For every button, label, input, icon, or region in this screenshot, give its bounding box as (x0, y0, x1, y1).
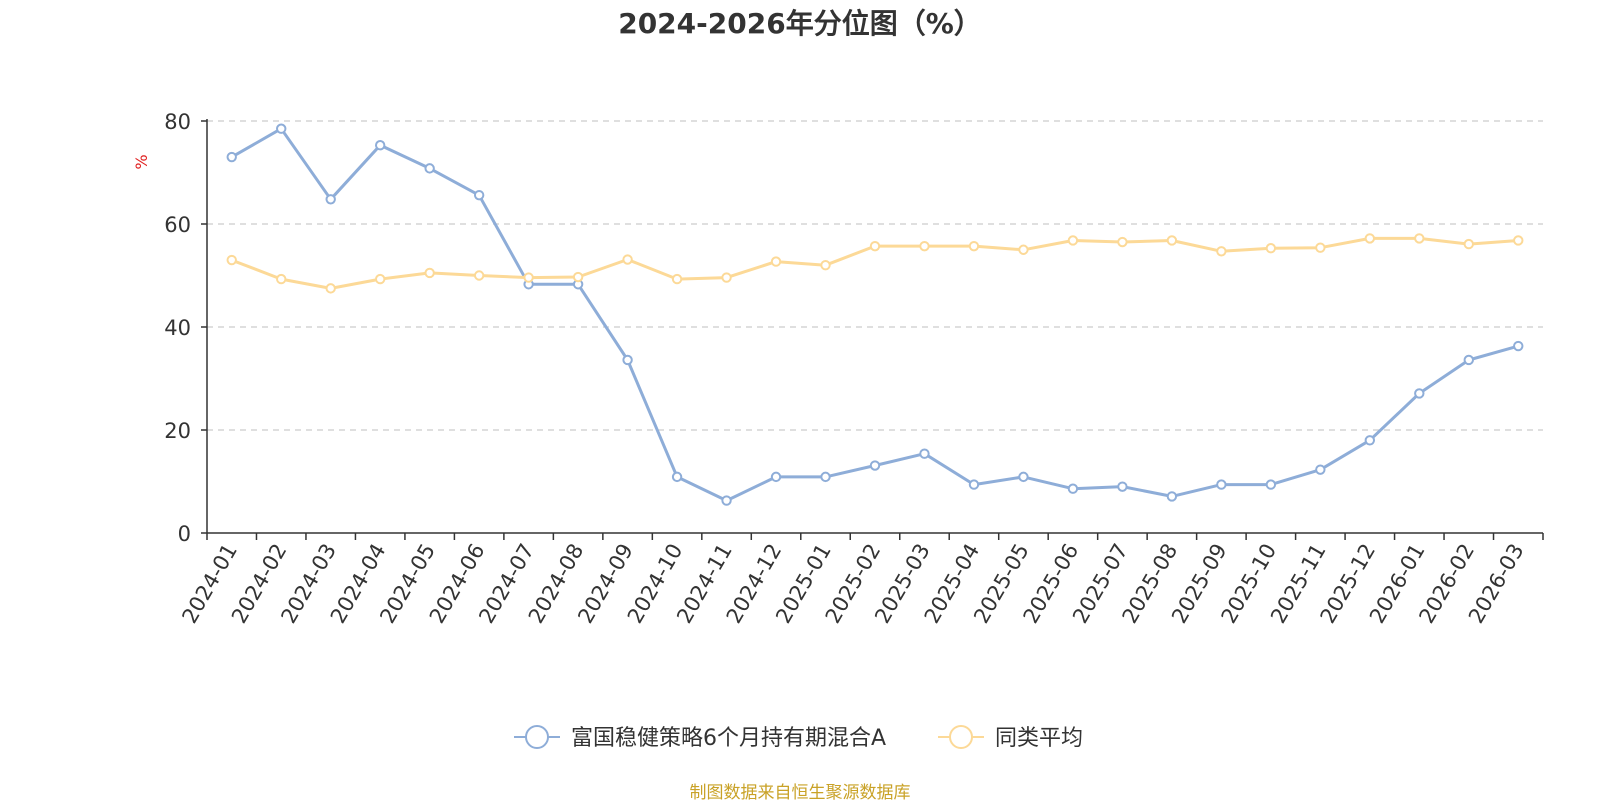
legend-marker-2 (949, 725, 973, 749)
data-point-series-1 (1216, 479, 1227, 490)
data-point-series-2 (1166, 235, 1178, 246)
data-point-series-1 (226, 151, 237, 163)
data-point-series-2 (919, 240, 930, 252)
data-point-series-2 (1265, 243, 1277, 254)
data-point-series-1 (1513, 340, 1524, 352)
data-point-series-2 (1414, 233, 1425, 244)
data-point-series-2 (1117, 236, 1128, 248)
data-point-series-1 (1067, 483, 1079, 494)
data-point-series-1 (721, 495, 732, 506)
y-tick-label: 0 (178, 522, 191, 546)
data-point-series-1 (968, 479, 980, 490)
y-tick-label: 20 (164, 419, 191, 443)
data-point-series-2 (820, 260, 831, 271)
data-point-series-1 (1117, 481, 1128, 492)
data-point-series-2 (968, 240, 980, 252)
data-point-series-2 (1067, 235, 1079, 246)
data-point-series-1 (1018, 471, 1029, 483)
y-tick-label: 80 (164, 110, 191, 134)
data-point-series-1 (1463, 354, 1474, 366)
data-point-series-2 (1315, 242, 1326, 253)
data-point-series-2 (523, 272, 534, 283)
data-point-series-1 (919, 448, 930, 459)
data-point-series-1 (820, 471, 831, 483)
data-point-series-1 (473, 189, 485, 201)
data-point-series-1 (1315, 464, 1326, 475)
data-point-series-2 (276, 273, 287, 285)
data-point-series-2 (473, 270, 485, 281)
data-point-series-2 (1216, 246, 1227, 257)
data-point-series-2 (869, 240, 881, 252)
legend-label-1: 富国稳健策略6个月持有期混合A (571, 726, 886, 751)
data-point-series-2 (622, 254, 633, 265)
legend: 富国稳健策略6个月持有期混合A 同类平均 (514, 725, 1083, 751)
data-points (226, 123, 1524, 506)
data-point-series-2 (671, 273, 683, 285)
legend-label-2: 同类平均 (995, 726, 1083, 751)
data-point-series-1 (424, 163, 435, 174)
data-point-series-2 (721, 272, 732, 283)
data-point-series-1 (374, 140, 386, 151)
grid-lines (207, 120, 1543, 431)
data-point-series-2 (572, 271, 584, 283)
y-axis-unit-label: % (132, 154, 151, 169)
data-point-series-1 (1265, 479, 1277, 490)
y-tick-label: 40 (164, 316, 191, 340)
data-point-series-1 (1414, 388, 1425, 399)
data-point-series-2 (1364, 233, 1376, 244)
data-point-series-1 (325, 194, 336, 205)
axes: 0204060802024-012024-022024-032024-04202… (164, 110, 1544, 627)
chart-title: 2024-2026年分位图（%） (618, 7, 982, 40)
data-point-series-2 (424, 267, 435, 279)
data-point-series-2 (1513, 235, 1524, 246)
series-lines (230, 127, 1519, 503)
data-point-series-2 (374, 273, 386, 285)
data-point-series-1 (671, 471, 683, 483)
data-point-series-1 (869, 460, 881, 471)
data-source-note: 制图数据来自恒生聚源数据库 (689, 783, 911, 803)
data-point-series-1 (770, 471, 782, 483)
data-point-series-2 (770, 256, 782, 267)
data-point-series-1 (1364, 435, 1376, 446)
data-point-series-2 (325, 283, 336, 294)
data-point-series-1 (1166, 491, 1178, 502)
data-point-series-2 (1018, 244, 1029, 255)
y-tick-label: 60 (164, 213, 191, 237)
data-point-series-2 (226, 254, 237, 266)
legend-marker-1 (525, 725, 549, 749)
data-point-series-1 (622, 354, 633, 366)
data-point-series-1 (276, 123, 287, 134)
data-point-series-2 (1463, 238, 1474, 250)
series-line-1 (230, 127, 1519, 503)
